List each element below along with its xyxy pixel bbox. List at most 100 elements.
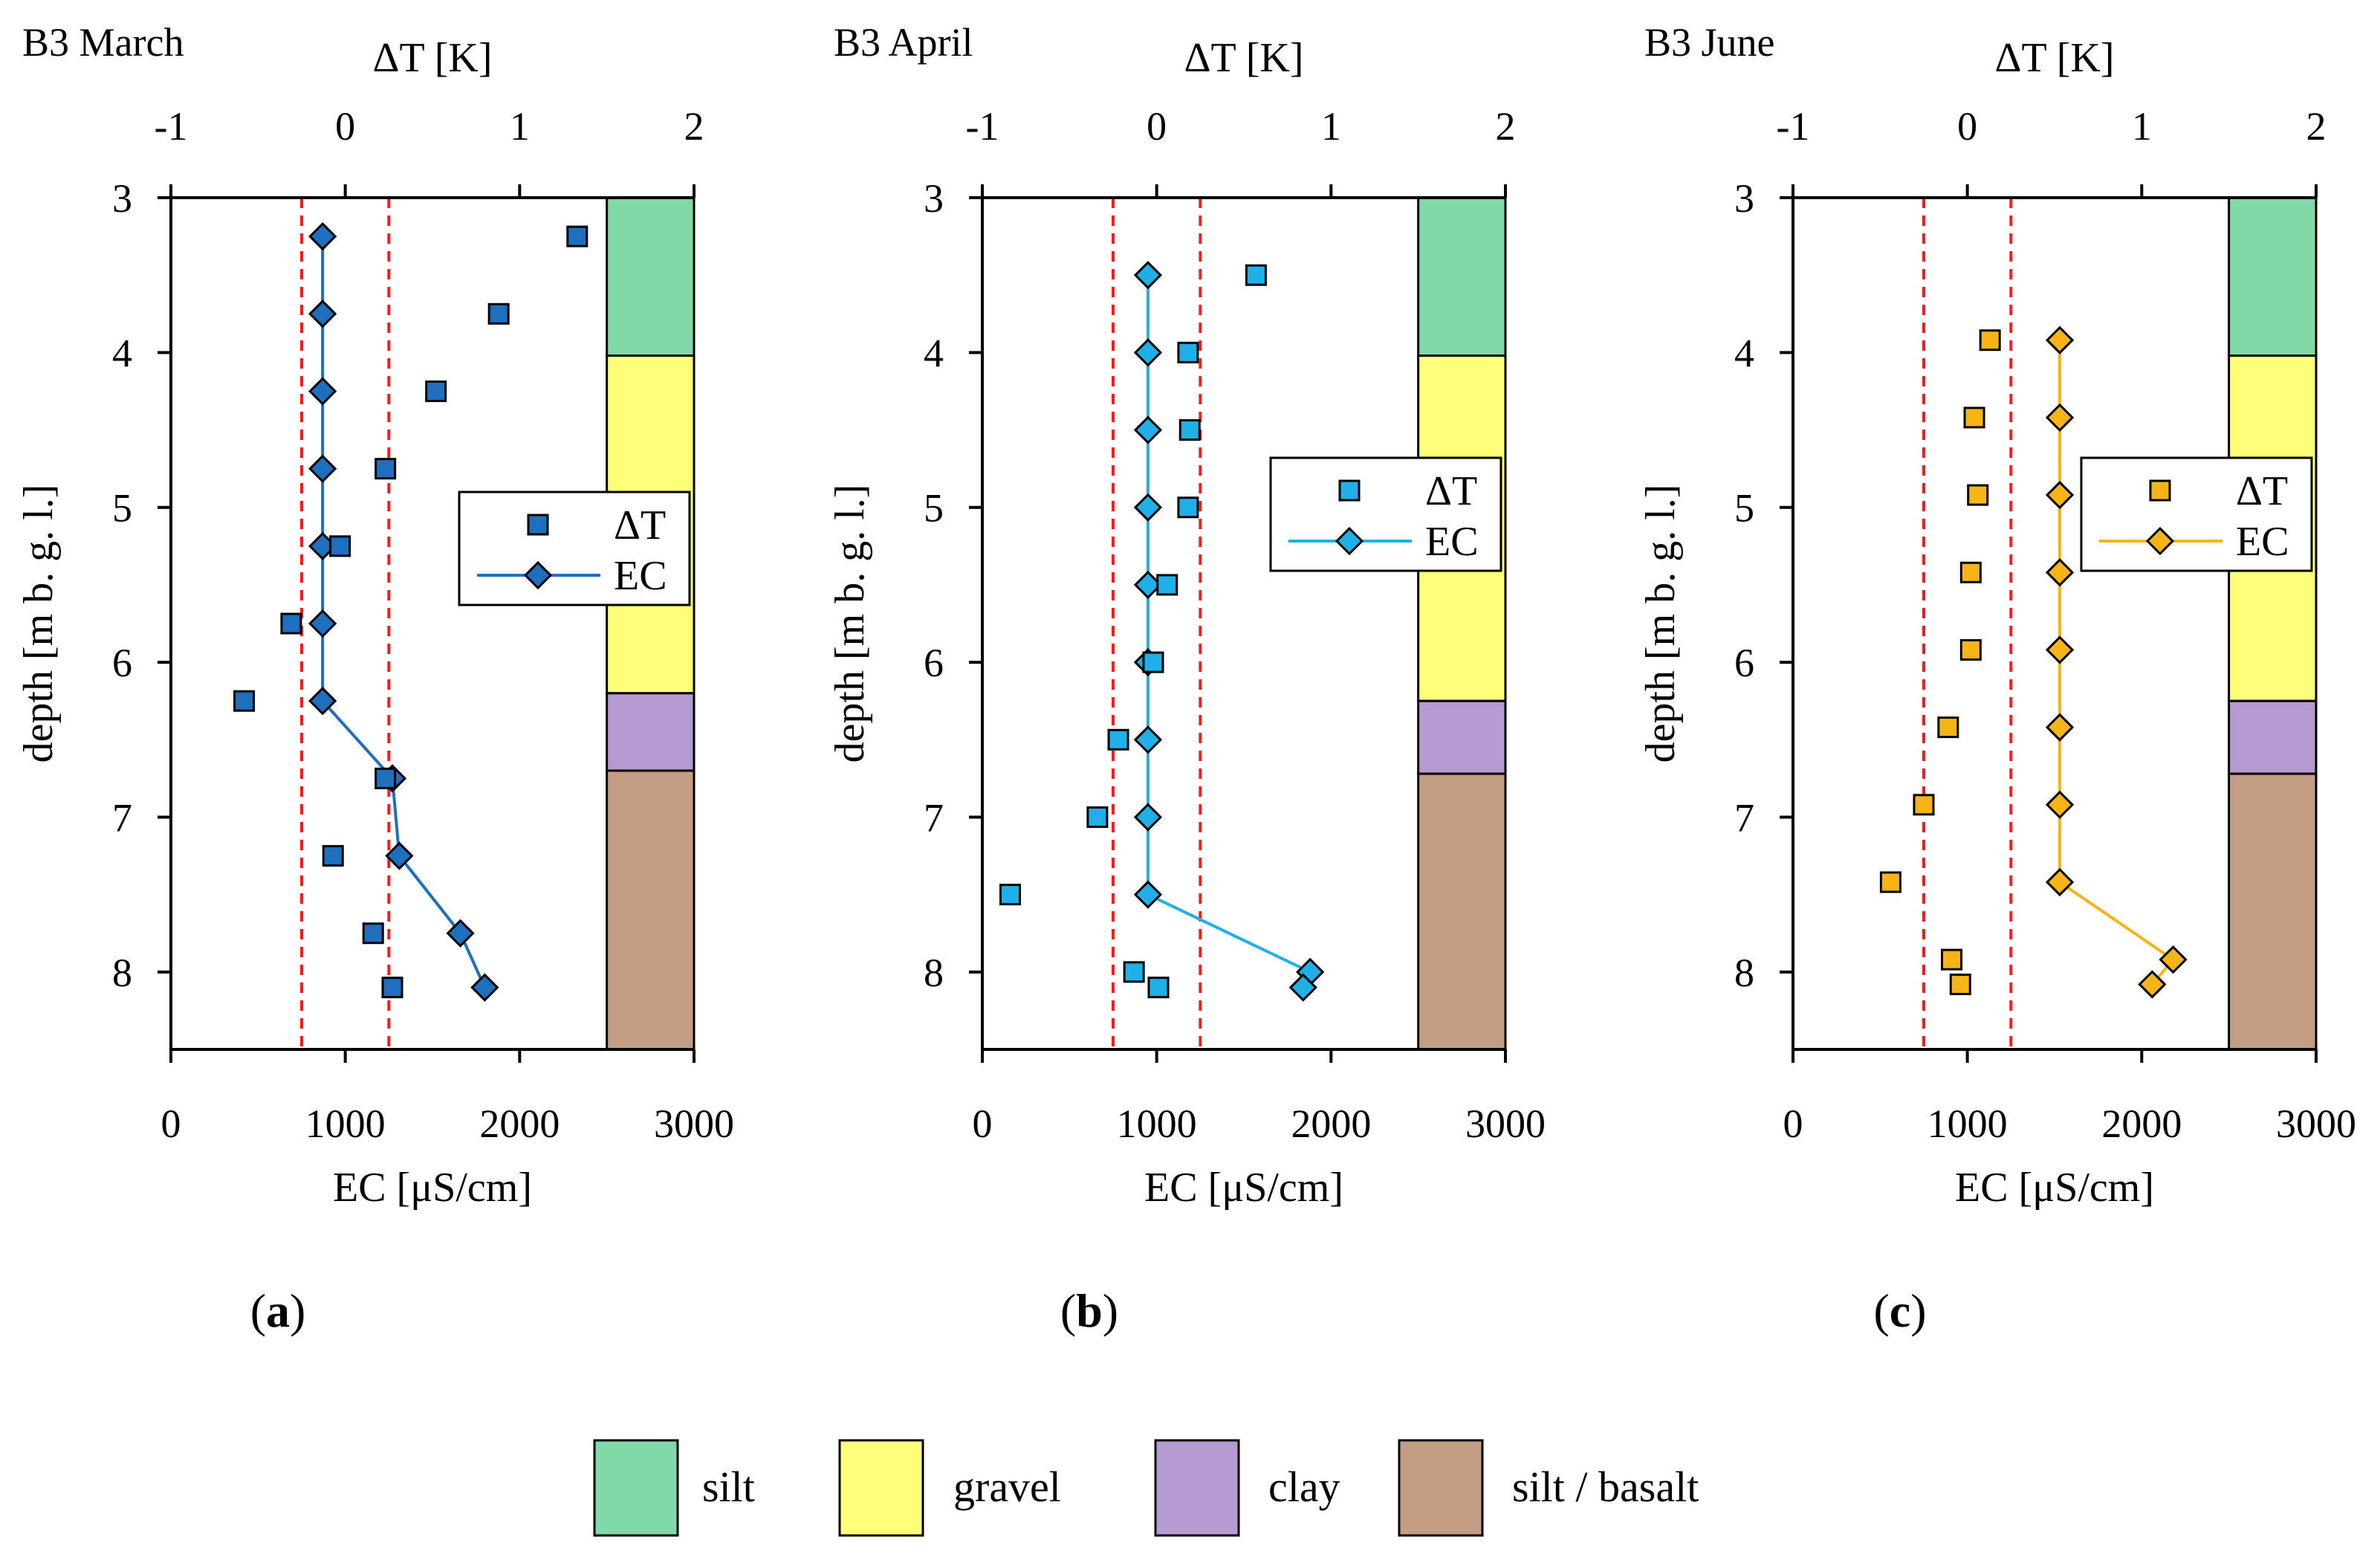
x-bottom-tick-label: 1000 <box>1117 1101 1197 1146</box>
panel-letter: (a) <box>250 1284 306 1337</box>
key-label: clay <box>1268 1463 1340 1511</box>
legend-dt-label: ΔT <box>614 502 666 548</box>
ec-point <box>1133 338 1163 367</box>
x-top-axis-title: ΔT [K] <box>1184 35 1304 81</box>
key-item-silt: silt <box>593 1439 755 1537</box>
dt-point <box>280 612 302 635</box>
y-axis-title: depth [m b. g. l.] <box>827 485 873 763</box>
ec-point <box>2138 970 2167 999</box>
dt-point <box>1949 973 1971 995</box>
ec-point <box>2045 558 2075 587</box>
y-tick-label: 5 <box>924 486 944 531</box>
key-label: silt / basalt <box>1512 1463 1699 1511</box>
x-bottom-tick-label: 1000 <box>1927 1101 2008 1146</box>
y-tick-label: 6 <box>112 641 132 685</box>
ec-series-line <box>2058 340 2176 985</box>
dt-point <box>999 884 1022 906</box>
chart-panel-b: 3 4 5 6 7 8 0 1000 2000 3000 -1 0 1 2 EC [μS/cm] ΔT [K]… <box>827 20 1546 1337</box>
x-top-axis-title: ΔT [K] <box>373 35 493 81</box>
x-top-tick-label: 2 <box>684 104 704 149</box>
panel-title: B3 March <box>22 20 184 65</box>
dt-point <box>1177 341 1199 363</box>
dt-point <box>425 380 447 402</box>
dt-point <box>233 690 256 712</box>
dt-point <box>1913 794 1935 816</box>
x-top-tick-label: 0 <box>1147 104 1167 149</box>
legend-ec-marker <box>523 560 553 590</box>
ec-point <box>2045 480 2075 510</box>
dt-point <box>1245 264 1267 286</box>
legend: ΔT EC <box>2080 456 2313 572</box>
legend-ec-label: EC <box>2236 519 2289 565</box>
legend-ec-label: EC <box>614 553 667 599</box>
ec-point <box>308 300 337 328</box>
dt-point <box>1963 407 1985 429</box>
legend-dt-marker <box>2149 479 2171 502</box>
key-item-clay: clay <box>1154 1439 1340 1537</box>
dt-point <box>1941 948 1963 971</box>
dt-point <box>1967 484 1989 506</box>
dt-point <box>322 845 344 867</box>
ec-point <box>2045 790 2075 819</box>
dt-point <box>381 977 403 999</box>
dt-point <box>566 225 588 247</box>
y-tick-label: 7 <box>1734 795 1754 840</box>
dt-point <box>1979 329 2001 352</box>
ec-point <box>470 973 499 1002</box>
y-tick-label: 5 <box>112 486 132 531</box>
chart-panel-a: 3 4 5 6 7 8 0 1000 2000 3000 -1 0 1 2 EC [μS/cm] ΔT [K]… <box>16 20 734 1337</box>
ec-point <box>308 377 337 406</box>
dt-point <box>1142 651 1164 673</box>
dt-point <box>1086 806 1109 828</box>
x-top-tick-label: 1 <box>1321 104 1341 149</box>
dt-point <box>1879 871 1901 893</box>
ec-point <box>2045 867 2075 897</box>
ec-point <box>308 221 337 251</box>
ec-point <box>385 841 414 870</box>
lithology-silt-basalt <box>606 769 695 1051</box>
ec-point <box>2159 945 2188 974</box>
x-top-tick-label: -1 <box>155 104 188 149</box>
key-swatch <box>1154 1439 1240 1537</box>
ec-point <box>446 919 475 948</box>
x-bottom-tick-label: 2000 <box>479 1101 560 1146</box>
dt-point <box>374 458 397 480</box>
ec-point <box>308 687 337 716</box>
dt-point <box>1959 638 1982 661</box>
y-tick-label: 6 <box>924 641 944 685</box>
x-bottom-tick-label: 3000 <box>1465 1101 1546 1146</box>
x-bottom-tick-label: 0 <box>973 1101 993 1146</box>
panel-title: B3 April <box>834 20 973 65</box>
y-tick-label: 3 <box>1734 176 1754 221</box>
ec-series-line <box>321 236 487 988</box>
key-label: gravel <box>953 1463 1061 1511</box>
lithology-clay <box>1417 699 1507 775</box>
ec-point <box>2045 403 2075 432</box>
legend-box <box>1269 456 1502 572</box>
lithology-silt <box>1417 196 1507 357</box>
legend-ec-label: EC <box>1425 519 1479 565</box>
x-bottom-tick-label: 3000 <box>654 1101 734 1146</box>
lithology-silt-basalt <box>2228 772 2318 1051</box>
ec-point <box>1133 725 1163 754</box>
legend-ec-marker <box>2145 526 2175 556</box>
ec-point <box>2045 713 2075 742</box>
dt-point <box>487 302 510 325</box>
ec-point <box>1133 415 1163 444</box>
x-top-axis-title: ΔT [K] <box>1995 35 2115 81</box>
key-item-silt-basalt: silt / basalt <box>1398 1439 1699 1537</box>
legend-dt-marker <box>1338 479 1361 502</box>
x-bottom-tick-label: 3000 <box>2276 1101 2356 1146</box>
y-tick-label: 4 <box>1734 331 1754 375</box>
lithology-silt-basalt <box>1417 772 1507 1051</box>
y-tick-label: 3 <box>112 176 132 221</box>
dt-point <box>1959 561 1982 583</box>
legend: ΔT EC <box>1269 456 1502 572</box>
x-bottom-tick-label: 0 <box>1783 1101 1803 1146</box>
dt-point <box>329 535 351 557</box>
ec-point <box>308 609 337 638</box>
dt-point <box>1177 496 1199 519</box>
x-bottom-tick-label: 2000 <box>1291 1101 1371 1146</box>
x-top-tick-label: 2 <box>1496 104 1516 149</box>
x-bottom-axis-title: EC [μS/cm] <box>333 1165 532 1211</box>
